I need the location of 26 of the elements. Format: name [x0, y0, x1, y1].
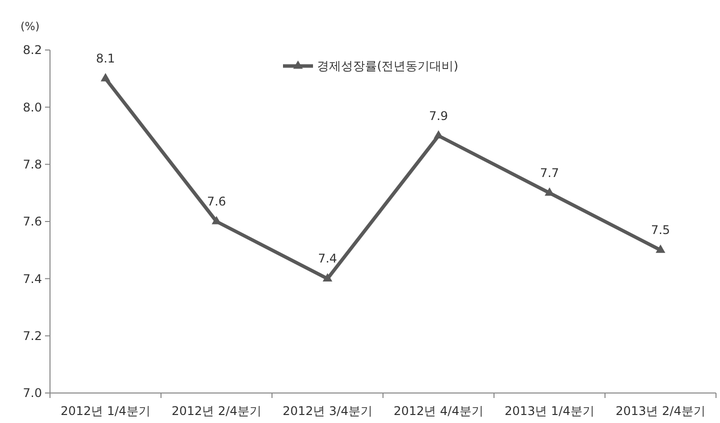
y-tick-label: 7.4	[22, 272, 42, 286]
x-tick-label: 2012년 4/4분기	[394, 404, 484, 418]
y-tick-label: 8.0	[22, 100, 42, 114]
x-tick-label: 2013년 2/4분기	[616, 404, 706, 418]
point	[212, 216, 222, 224]
y-tick-label: 7.0	[22, 386, 42, 400]
point	[322, 273, 332, 282]
data-label: 7.6	[206, 194, 226, 208]
data-label: 7.7	[540, 166, 560, 180]
y-tick-label: 7.2	[22, 329, 42, 344]
data-label: 8.1	[96, 52, 116, 66]
point	[544, 187, 554, 196]
data-label: 7.5	[650, 223, 670, 238]
y-tick-label: 7.6	[22, 214, 42, 229]
x-tick-label: 2012년 1/4분기	[60, 404, 150, 418]
y-axis-title: (%)	[20, 20, 40, 33]
legend-label: 경제성장률(전년동기대비)	[317, 59, 458, 74]
data-label: 7.9	[428, 108, 448, 123]
y-tick-label: 7.8	[22, 158, 42, 172]
x-tick-label: 2013년 1/4분기	[504, 404, 594, 418]
point	[100, 73, 110, 82]
data-label: 7.4	[318, 252, 338, 266]
point	[656, 244, 666, 253]
y-tick-label: 8.2	[22, 43, 42, 58]
x-tick-label: 2012년 3/4분기	[282, 404, 372, 418]
x-tick-label: 2012년 2/4분기	[172, 404, 262, 418]
